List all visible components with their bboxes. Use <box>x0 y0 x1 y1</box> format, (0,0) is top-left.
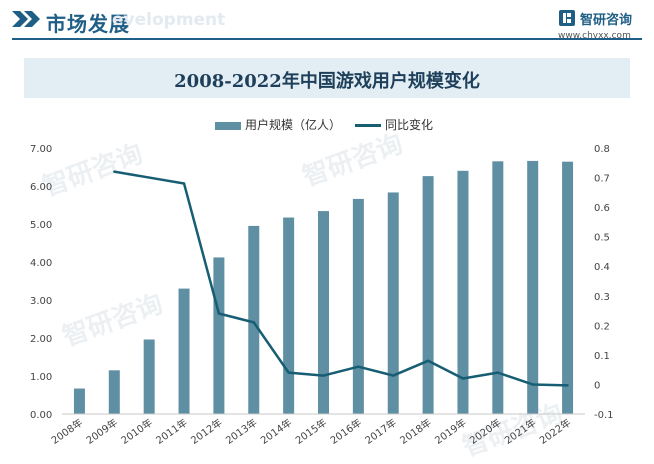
x-tick-label: 2011年 <box>153 416 189 447</box>
y-left-tick-label: 6.00 <box>30 182 52 193</box>
bar <box>178 288 190 414</box>
bar <box>248 225 260 414</box>
x-tick-label: 2015年 <box>293 416 329 447</box>
x-tick-label: 2022年 <box>537 416 573 447</box>
x-tick-label: 2009年 <box>84 416 120 447</box>
double-chevron-icon <box>12 11 40 27</box>
bar <box>73 388 85 414</box>
bar <box>213 257 225 414</box>
yoy-point <box>426 359 430 362</box>
yoy-point <box>182 182 186 185</box>
y-right-tick-label: 0.1 <box>594 351 610 362</box>
y-right-tick-label: 0.2 <box>594 321 610 332</box>
y-right-tick-label: 0.3 <box>594 292 610 303</box>
y-right-tick-label: 0.4 <box>594 262 610 273</box>
section-title: 市场发展 <box>46 12 130 36</box>
yoy-point <box>217 312 221 315</box>
x-tick-label: 2008年 <box>49 416 85 447</box>
x-tick-label: 2013年 <box>223 416 259 447</box>
yoy-point <box>252 321 255 324</box>
header-divider <box>12 38 642 40</box>
x-tick-label: 2017年 <box>362 416 398 447</box>
brand-logo: 智研咨询 www.chyxx.com <box>558 7 644 43</box>
y-right-tick-label: 0.7 <box>594 174 610 185</box>
y-right-tick-label: 0.6 <box>594 203 610 214</box>
y-left-tick-label: 1.00 <box>30 372 52 383</box>
legend-line-swatch <box>355 124 381 127</box>
yoy-point <box>531 383 534 386</box>
y-right-tick-label: 0.8 <box>594 144 610 155</box>
yoy-point <box>357 365 360 368</box>
yoy-point <box>392 374 395 377</box>
yoy-point <box>496 371 500 374</box>
x-tick-label: 2012年 <box>188 416 224 447</box>
bar <box>283 217 295 414</box>
x-tick-label: 2016年 <box>328 416 364 447</box>
y-right-tick-label: 0.5 <box>594 233 610 244</box>
legend-item-user-scale: 用户规模（亿人） <box>215 116 341 133</box>
bar <box>457 170 469 414</box>
chyxx-logo-icon <box>559 10 575 26</box>
yoy-point <box>566 384 569 387</box>
y-right-tick-label: 0 <box>594 380 600 391</box>
yoy-line <box>114 170 568 387</box>
y-left-tick-label: 2.00 <box>30 334 52 345</box>
brand-name: 智研咨询 <box>580 13 633 28</box>
x-tick-label: 2020年 <box>467 416 503 447</box>
y-left-tick-label: 3.00 <box>30 296 52 307</box>
yoy-point <box>147 176 151 179</box>
yoy-point <box>461 377 465 380</box>
y-right-tick-label: -0.1 <box>594 410 614 421</box>
bar <box>422 176 434 414</box>
x-tick-label: 2014年 <box>258 416 294 447</box>
chart-title: 2008-2022年中国游戏用户规模变化 <box>174 71 480 92</box>
yoy-point <box>287 371 290 374</box>
section-title-ghost: evelopment <box>112 10 226 30</box>
bar <box>562 161 574 414</box>
x-tick-label: 2019年 <box>432 416 468 447</box>
x-tick-label: 2018年 <box>397 416 433 447</box>
yoy-point <box>113 170 116 173</box>
y-left-tick-label: 4.00 <box>30 258 52 269</box>
bar <box>527 160 539 414</box>
legend-item-yoy: 同比变化 <box>355 116 433 133</box>
x-tick-label: 2010年 <box>118 416 154 447</box>
brand-url: www.chyxx.com <box>558 31 631 41</box>
bar <box>352 198 364 414</box>
x-tick-label: 2021年 <box>502 416 538 447</box>
bar <box>492 161 504 414</box>
yoy-point <box>322 374 325 377</box>
chart-plot-area: 0.00 1.00 2.00 3.00 4.00 5.00 6.00 7.00 -0.1 0 0.1… <box>30 144 614 447</box>
y-left-tick-label: 5.00 <box>30 220 52 231</box>
y-left-tick-label: 0.00 <box>30 410 52 421</box>
legend-label-user-scale: 用户规模（亿人） <box>245 118 342 132</box>
bar <box>108 370 120 414</box>
legend-label-yoy: 同比变化 <box>385 118 434 132</box>
bar <box>143 339 155 414</box>
y-left-tick-label: 7.00 <box>30 144 52 155</box>
chart-title-box: 2008-2022年中国游戏用户规模变化 <box>24 58 630 98</box>
bar <box>387 192 399 414</box>
section-header: 市场发展 evelopment 智研咨询 www.chyxx.com <box>0 0 654 43</box>
legend-bar-swatch <box>215 121 241 130</box>
bar <box>318 211 329 414</box>
